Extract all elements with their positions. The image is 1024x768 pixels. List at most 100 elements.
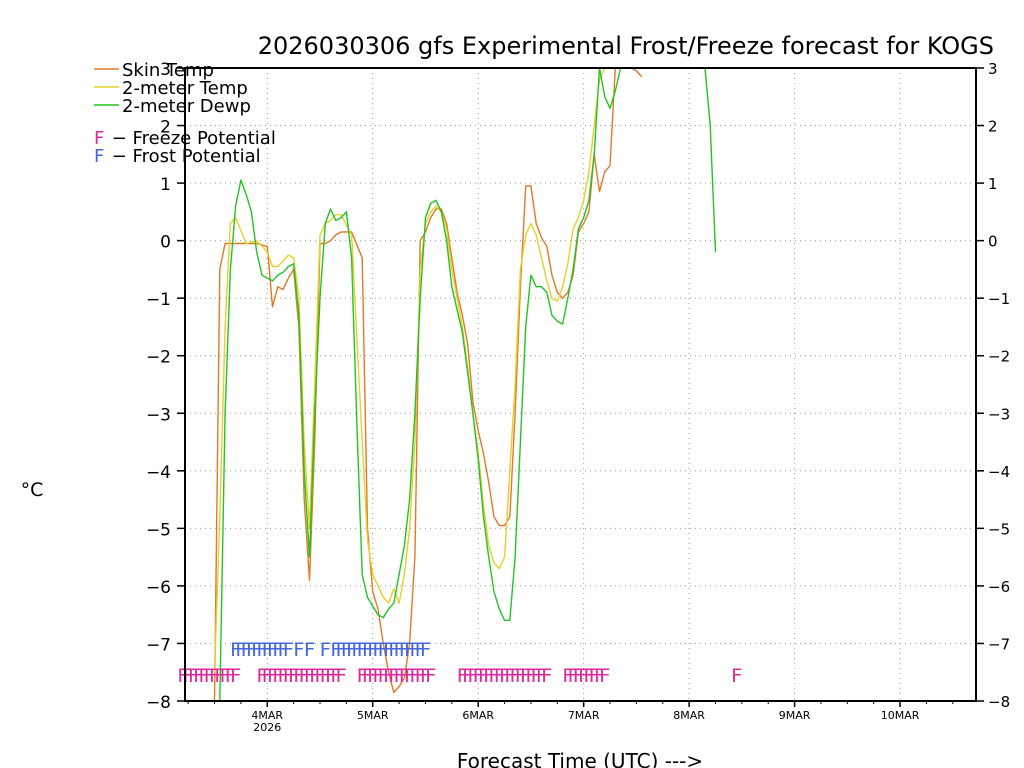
- y-tick-label-right: 3: [988, 60, 998, 78]
- freeze-flag: F: [262, 665, 273, 687]
- y-tick-label-right: 2: [988, 118, 998, 136]
- freeze-flag: F: [204, 665, 215, 687]
- freeze-flag: F: [214, 665, 225, 687]
- frost-flag: F: [277, 639, 288, 661]
- freeze-flag: F: [314, 665, 325, 687]
- freeze-flag: F: [488, 665, 499, 687]
- y-tick-label-left: −8: [146, 693, 171, 713]
- freeze-flag: F: [578, 665, 589, 687]
- y-tick-label-left: −4: [146, 463, 171, 483]
- frost-flag: F: [362, 639, 373, 661]
- freeze-flag: F: [478, 665, 489, 687]
- freeze-flag: F: [599, 665, 610, 687]
- freeze-flag: F: [567, 665, 578, 687]
- freeze-flag: F: [472, 665, 483, 687]
- frost-flag: F: [251, 639, 262, 661]
- frost-flag: F: [283, 639, 294, 661]
- y-tick-label-right: −2: [988, 348, 1010, 366]
- frost-flag: F: [378, 639, 389, 661]
- chart-title: 2026030306 gfs Experimental Frost/Freeze…: [258, 32, 994, 60]
- freeze-flag: F: [367, 665, 378, 687]
- freeze-flag: F: [177, 665, 188, 687]
- legend-label-2m-dewp: 2-meter Dewp: [122, 96, 251, 117]
- frost-flag: F: [414, 639, 425, 661]
- freeze-flag: F: [298, 665, 309, 687]
- freeze-flag: F: [256, 665, 267, 687]
- freeze-flag: F: [530, 665, 541, 687]
- frost-flag: F: [235, 639, 246, 661]
- plot-frame: [184, 67, 977, 702]
- y-tick-label-right: −5: [988, 520, 1010, 538]
- freeze-flag: F: [209, 665, 220, 687]
- y-axis-label: °C: [21, 479, 44, 501]
- y-tick-label-left: −2: [146, 348, 171, 368]
- frost-flag: F: [388, 639, 399, 661]
- freeze-flag: F: [356, 665, 367, 687]
- freeze-flag: F: [499, 665, 510, 687]
- grid: [185, 68, 976, 701]
- frost-flag: F: [272, 639, 283, 661]
- freeze-flag: F: [293, 665, 304, 687]
- frost-flag: F: [367, 639, 378, 661]
- x-tick-year-label: 2026: [253, 721, 281, 734]
- freeze-flag: F: [588, 665, 599, 687]
- frost-flag: F: [409, 639, 420, 661]
- y-tick-label-left: 3: [160, 60, 171, 80]
- frost-flag: F: [335, 639, 346, 661]
- freeze-flag: F: [393, 665, 404, 687]
- frost-flag: F: [320, 639, 331, 661]
- frost-flag: F: [262, 639, 273, 661]
- freeze-flag: F: [193, 665, 204, 687]
- freeze-flag: F: [541, 665, 552, 687]
- frost-flag: F: [393, 639, 404, 661]
- x-tick-label: 10MAR: [881, 709, 920, 722]
- frost-flag: F: [399, 639, 410, 661]
- freeze-flag: F: [325, 665, 336, 687]
- frost-flag: F: [420, 639, 431, 661]
- x-axis-label: Forecast Time (UTC) --->: [457, 749, 703, 768]
- freeze-flag: F: [198, 665, 209, 687]
- legend-frost-glyph: F: [94, 146, 104, 167]
- freeze-flag: F: [309, 665, 320, 687]
- freeze-flag: F: [272, 665, 283, 687]
- frost-flag: F: [351, 639, 362, 661]
- freeze-flag: F: [182, 665, 193, 687]
- y-tick-label-right: −8: [988, 693, 1010, 711]
- frost-flag: F: [304, 639, 315, 661]
- freeze-flag: F: [267, 665, 278, 687]
- freeze-flag: F: [330, 665, 341, 687]
- freeze-flag: F: [304, 665, 315, 687]
- y-tick-label-left: 2: [160, 118, 171, 138]
- freeze-flag: F: [573, 665, 584, 687]
- freeze-flag: F: [277, 665, 288, 687]
- freeze-flag: F: [420, 665, 431, 687]
- y-tick-label-left: −3: [146, 405, 171, 425]
- frost-flag: F: [267, 639, 278, 661]
- freeze-flag: F: [230, 665, 241, 687]
- x-tick-label: 8MAR: [673, 709, 705, 722]
- legend-label-skin-temp: Skin Temp: [122, 60, 214, 81]
- freeze-flag: F: [562, 665, 573, 687]
- y-tick-label-left: −7: [146, 635, 171, 655]
- legend-frost-label: − Frost Potential: [106, 146, 261, 167]
- legend-freeze-glyph: F: [94, 128, 104, 149]
- freeze-flag: F: [320, 665, 331, 687]
- freeze-flag: F: [494, 665, 505, 687]
- freeze-flag: F: [409, 665, 420, 687]
- frost-flag: F: [341, 639, 352, 661]
- freeze-flag: F: [225, 665, 236, 687]
- legend: Skin Temp 2-meter Temp 2-meter Dewp F − …: [94, 60, 276, 167]
- freeze-flag: F: [583, 665, 594, 687]
- freeze-flag: F: [404, 665, 415, 687]
- freeze-flag: F: [188, 665, 199, 687]
- freeze-flag: F: [219, 665, 230, 687]
- frost-flag: F: [240, 639, 251, 661]
- freeze-flag: F: [483, 665, 494, 687]
- y-tick-label-right: 1: [988, 175, 998, 193]
- frost-flag: F: [230, 639, 241, 661]
- series-line-2-meter-temp: [213, 67, 632, 673]
- x-tick-label: 6MAR: [462, 709, 494, 722]
- x-tick-label: 7MAR: [568, 709, 600, 722]
